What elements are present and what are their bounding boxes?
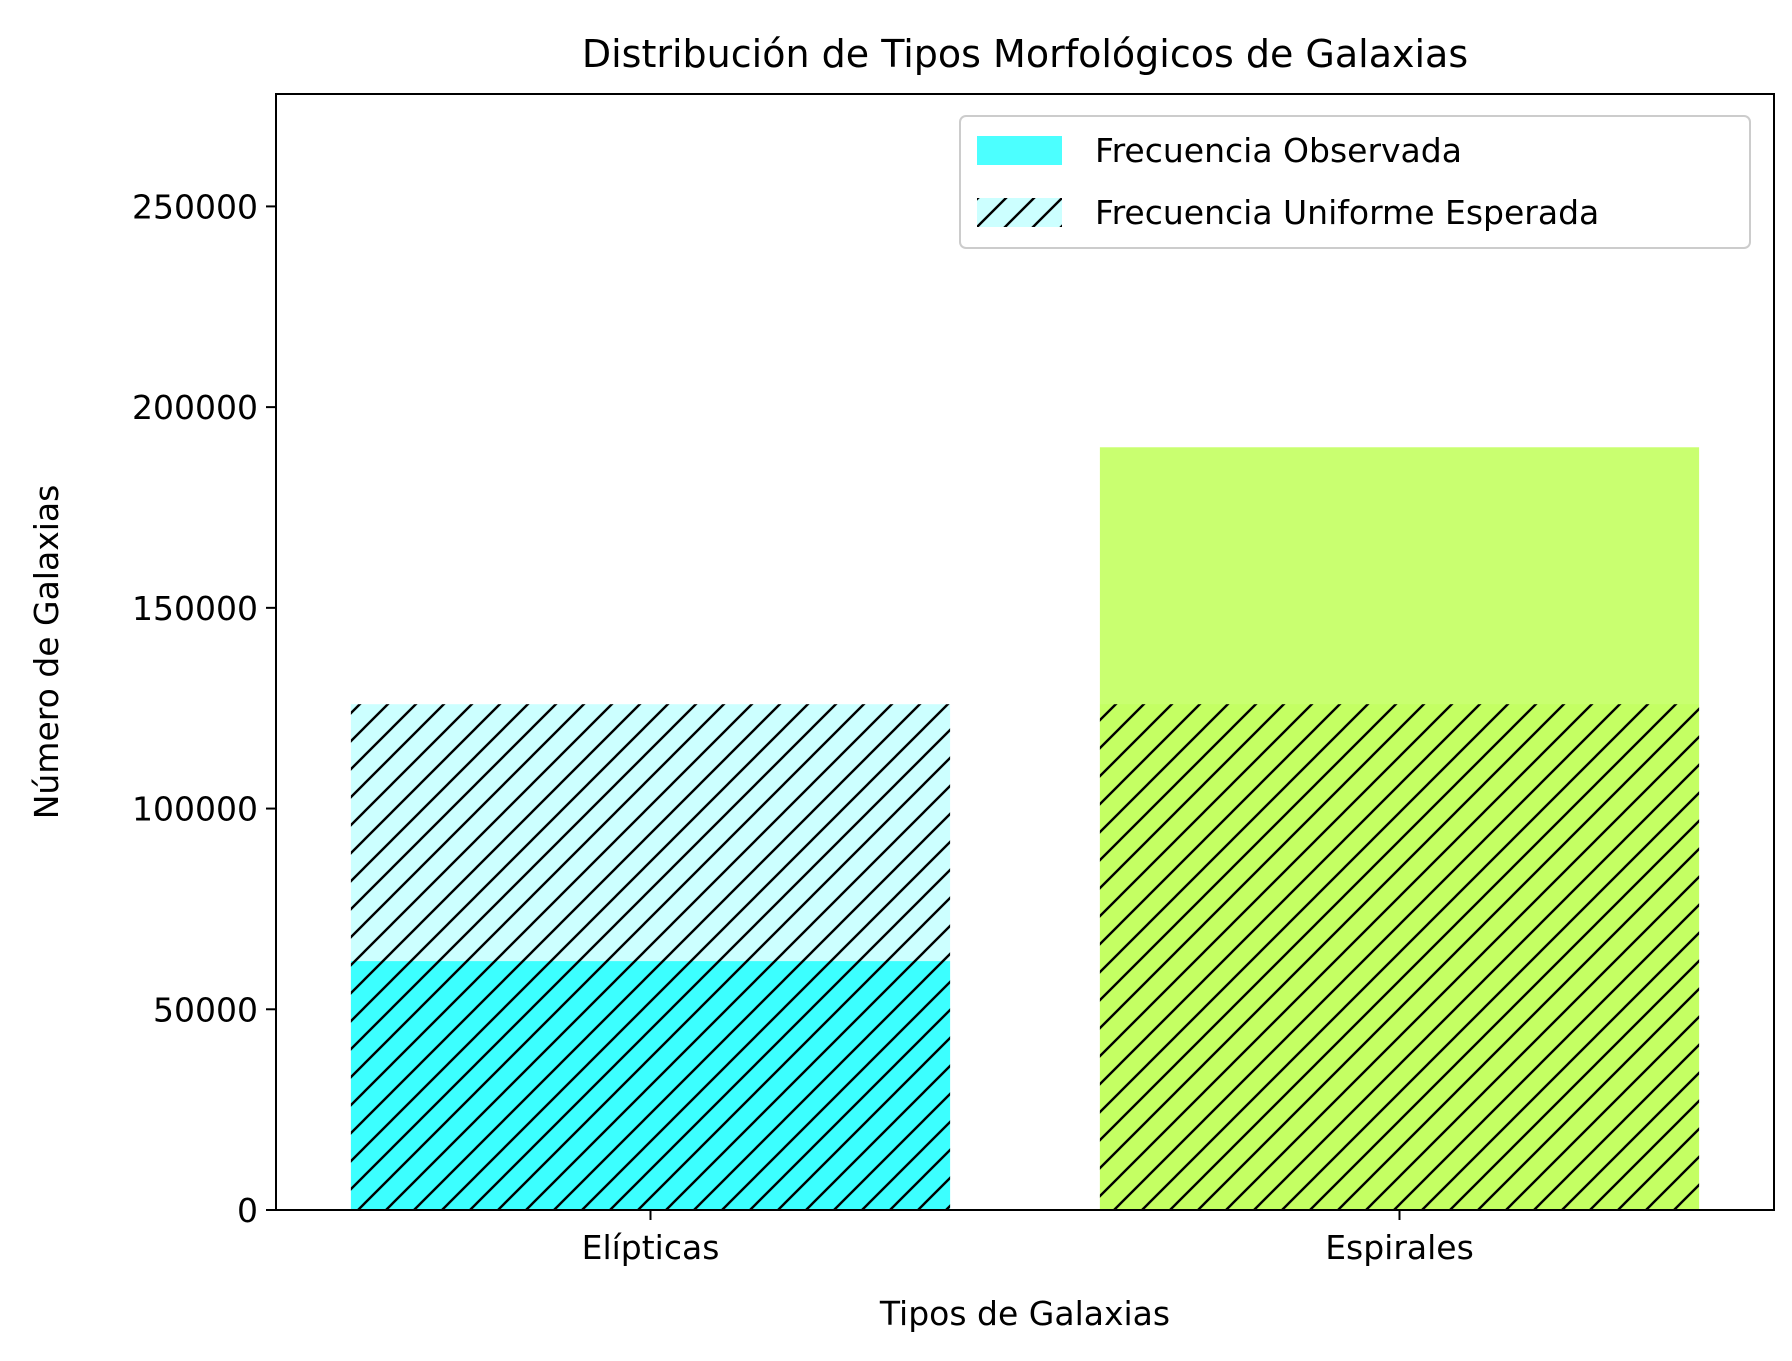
legend-swatch [977,136,1062,165]
legend-box [959,115,1751,249]
y-tick-label: 200000 [132,388,258,427]
legend: Frecuencia Observada Frecuencia Uniforme … [959,115,1751,249]
y-tick-label: 0 [237,1191,258,1230]
y-axis-label: Número de Galaxias [27,485,66,820]
y-tick-label: 250000 [132,187,258,226]
legend-label: Frecuencia Uniforme Esperada [1095,193,1599,232]
x-tick-label: Elípticas [582,1228,720,1267]
plot-frame [275,93,1775,1211]
y-tick-label: 150000 [132,589,258,628]
bar-expected-1 [1099,704,1700,1210]
plot-area [350,447,1700,1210]
y-axis: 0 50000 100000 150000 200000 250000 [132,187,276,1230]
x-tick-label: Espirales [1325,1228,1474,1267]
bar-expected-0 [350,704,951,1210]
x-axis: Elípticas Espirales [582,1210,1474,1267]
y-tick-label: 100000 [132,790,258,829]
y-tick-label: 50000 [153,990,258,1029]
legend-label: Frecuencia Observada [1095,131,1462,170]
legend-entry: Frecuencia Uniforme Esperada [977,193,1599,232]
legend-entry: Frecuencia Observada [977,131,1462,170]
x-axis-label: Tipos de Galaxias [879,1294,1170,1333]
chart-title: Distribución de Tipos Morfológicos de Ga… [582,32,1468,76]
